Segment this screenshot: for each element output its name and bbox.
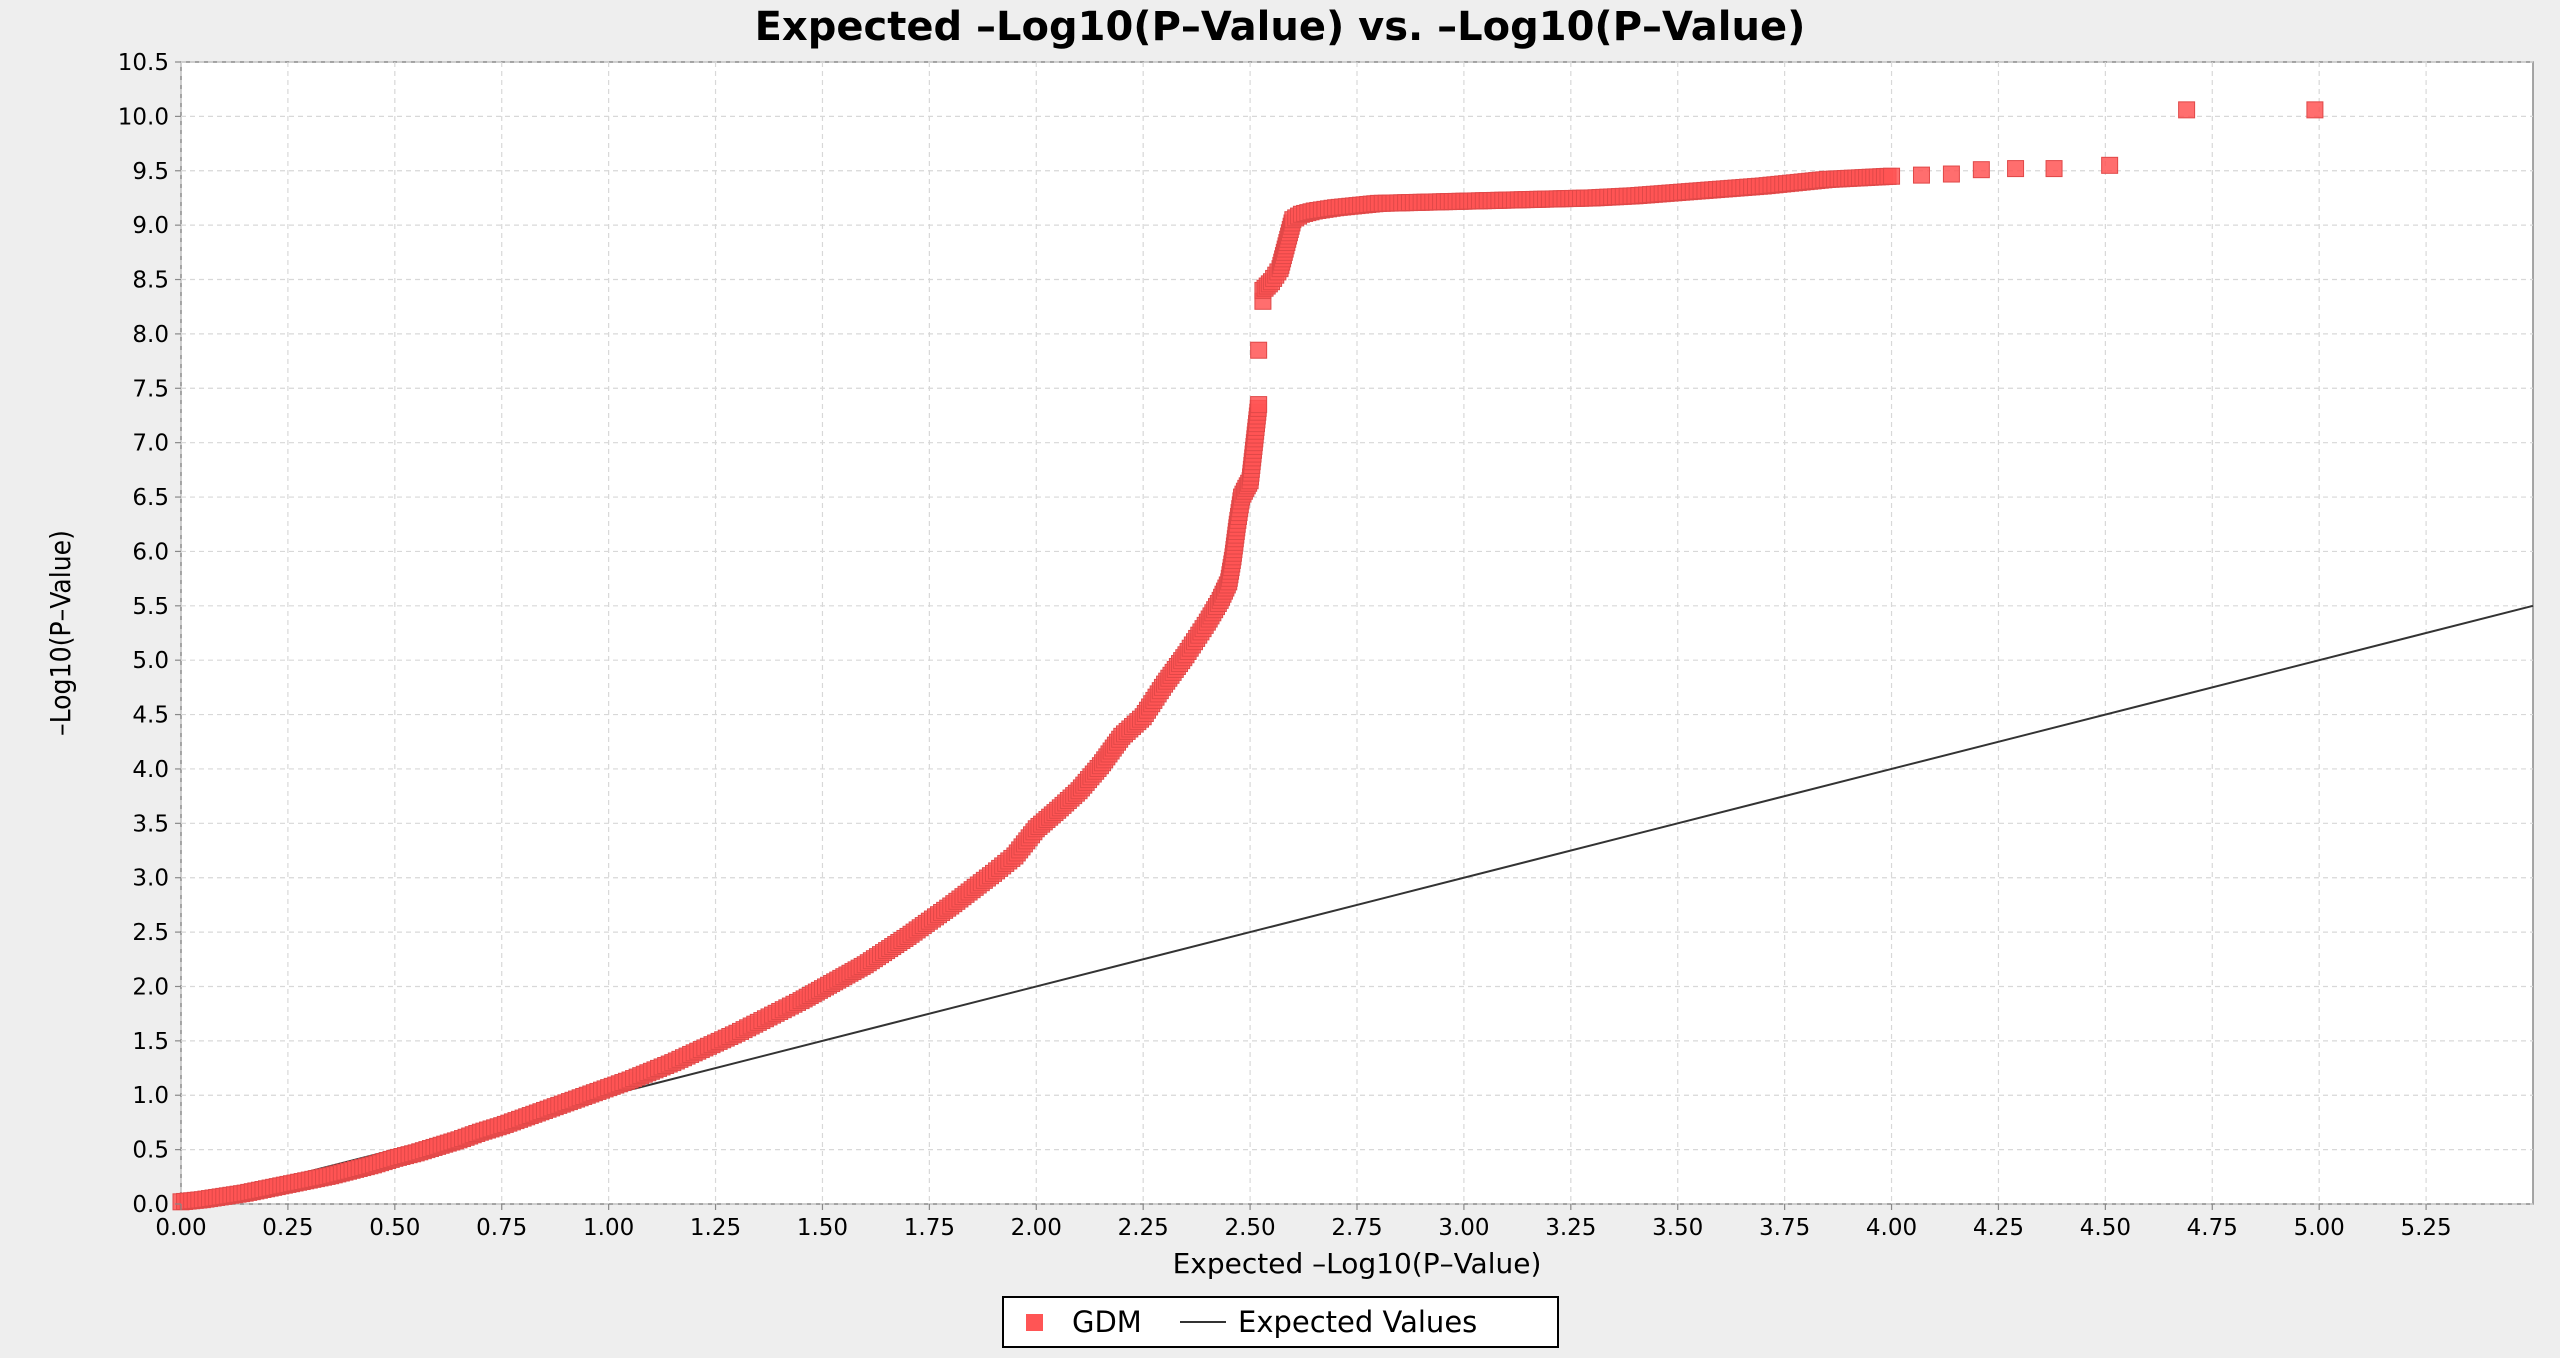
x-tick-label: 0.75 [476, 1215, 527, 1241]
y-tick-label: 1.0 [132, 1083, 169, 1109]
x-tick-label: 3.50 [1652, 1215, 1703, 1241]
x-axis-ticks: 0.00 0.25 0.50 0.75 1.00 1.25 1.50 1.75 2.00 2.25… [155, 1204, 2452, 1241]
x-tick-label: 4.00 [1866, 1215, 1917, 1241]
x-tick-label: 3.25 [1545, 1215, 1596, 1241]
x-tick-label: 2.25 [1118, 1215, 1169, 1241]
gdm-point [1250, 341, 1268, 359]
y-tick-label: 8.0 [132, 322, 169, 348]
legend-gdm-marker [1026, 1314, 1043, 1331]
y-tick-label: 3.0 [132, 866, 169, 892]
y-tick-label: 0.5 [132, 1138, 169, 1164]
x-tick-label: 4.75 [2187, 1215, 2238, 1241]
y-axis-label: –Log10(P–Value) [44, 530, 77, 736]
gdm-point [2178, 101, 2196, 119]
y-tick-label: 5.5 [132, 594, 169, 620]
x-tick-label: 4.25 [1973, 1215, 2024, 1241]
gdm-point [1942, 165, 1960, 183]
gdm-points [172, 101, 2324, 1211]
y-tick-label: 10.5 [118, 50, 169, 76]
gdm-point [2306, 101, 2324, 119]
y-axis-ticks: 0.0 0.5 1.0 1.5 2.0 2.5 3.0 3.5 4.0 4.5 5.0 5.5 6.0 6… [118, 50, 181, 1218]
y-tick-label: 10.0 [118, 104, 169, 130]
legend-gdm-label: GDM [1072, 1305, 1142, 1339]
y-tick-label: 2.5 [132, 920, 169, 946]
gdm-point [1883, 167, 1901, 185]
x-tick-label: 1.50 [797, 1215, 848, 1241]
y-tick-label: 4.0 [132, 757, 169, 783]
y-tick-label: 7.5 [132, 376, 169, 402]
gdm-point [2045, 160, 2063, 178]
y-tick-label: 3.5 [132, 811, 169, 837]
legend-expected-label: Expected Values [1238, 1305, 1477, 1339]
gdm-point [2007, 160, 2025, 178]
x-tick-label: 1.25 [690, 1215, 741, 1241]
y-tick-label: 4.5 [132, 703, 169, 729]
legend: GDM Expected Values [1002, 1296, 1559, 1348]
x-tick-label: 5.00 [2294, 1215, 2345, 1241]
gdm-point [1250, 396, 1268, 414]
x-tick-label: 1.75 [904, 1215, 955, 1241]
x-axis-label: Expected –Log10(P–Value) [1173, 1247, 1542, 1280]
y-tick-label: 0.0 [132, 1192, 169, 1218]
x-tick-label: 2.50 [1224, 1215, 1275, 1241]
y-tick-label: 8.5 [132, 268, 169, 294]
x-tick-label: 4.50 [2080, 1215, 2131, 1241]
gdm-point [1972, 161, 1990, 179]
gdm-point [1912, 166, 1930, 184]
x-tick-label: 2.00 [1011, 1215, 1062, 1241]
y-tick-label: 7.0 [132, 431, 169, 457]
y-tick-label: 6.0 [132, 539, 169, 565]
x-tick-label: 1.00 [583, 1215, 634, 1241]
x-tick-label: 2.75 [1331, 1215, 1382, 1241]
y-tick-label: 2.0 [132, 974, 169, 1000]
y-tick-label: 6.5 [132, 485, 169, 511]
x-tick-label: 3.75 [1759, 1215, 1810, 1241]
x-tick-label: 0.00 [155, 1215, 206, 1241]
legend-box [1002, 1296, 1559, 1348]
x-tick-label: 0.50 [369, 1215, 420, 1241]
y-tick-label: 1.5 [132, 1029, 169, 1055]
x-tick-label: 5.25 [2400, 1215, 2451, 1241]
gdm-point [2101, 156, 2119, 174]
x-tick-label: 3.00 [1438, 1215, 1489, 1241]
y-tick-label: 5.0 [132, 648, 169, 674]
x-tick-label: 0.25 [262, 1215, 313, 1241]
y-tick-label: 9.5 [132, 159, 169, 185]
chart-title: Expected –Log10(P–Value) vs. –Log10(P–Va… [755, 4, 1806, 50]
y-tick-label: 9.0 [132, 213, 169, 239]
